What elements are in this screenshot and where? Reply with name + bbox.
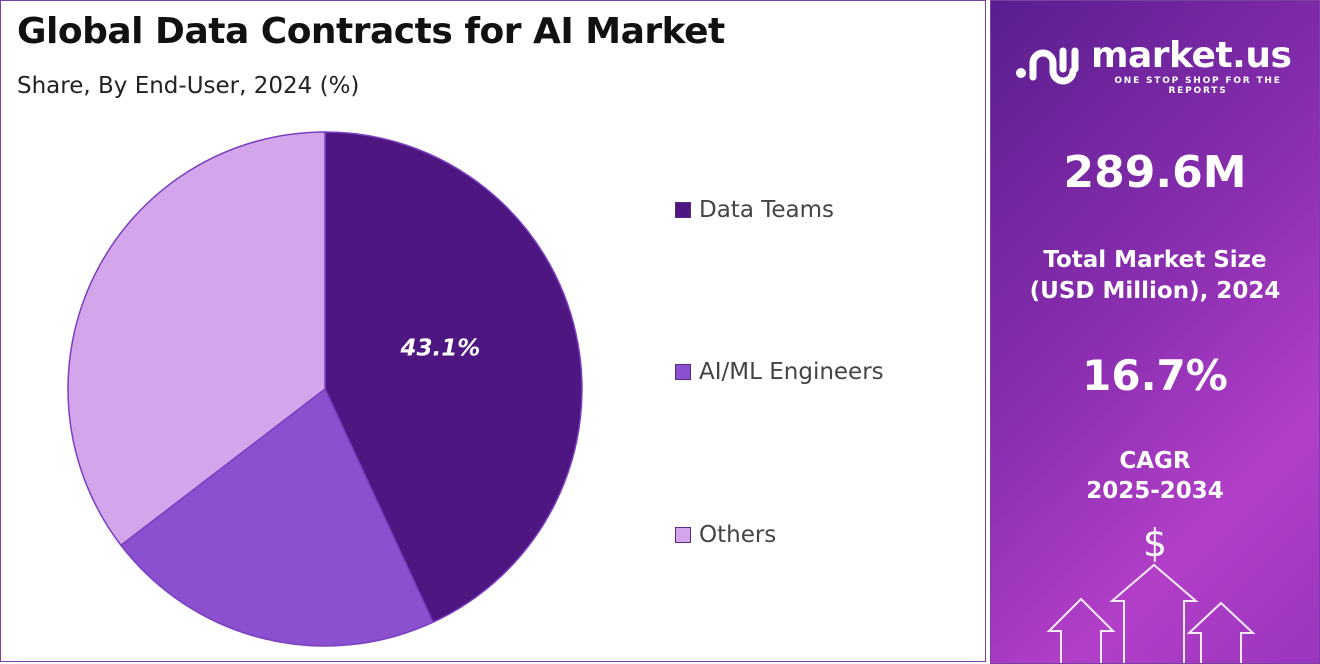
- cagr-value: 16.7%: [1082, 351, 1228, 400]
- logo-tagline: ONE STOP SHOP FOR THE REPORTS: [1114, 76, 1282, 96]
- summary-panel: market.us ONE STOP SHOP FOR THE REPORTS …: [990, 0, 1320, 664]
- legend-item-others: Others: [675, 522, 776, 548]
- legend-label: AI/ML Engineers: [699, 359, 884, 385]
- chart-subtitle: Share, By End-User, 2024 (%): [17, 73, 360, 99]
- logo-name: market.us: [1091, 35, 1292, 76]
- legend-swatch: [675, 202, 691, 218]
- market-size-label-1: Total Market Size: [1043, 247, 1267, 273]
- dollar-icon: $: [1142, 521, 1168, 565]
- market-us-logo: market.us ONE STOP SHOP FOR THE REPORTS: [1013, 35, 1303, 96]
- legend-item-aiml-engineers: AI/ML Engineers: [675, 359, 884, 385]
- cagr-label-1: CAGR: [1119, 448, 1191, 474]
- legend-label: Data Teams: [699, 197, 835, 223]
- pie-chart: 43.1%: [67, 131, 583, 647]
- cagr-label-2: 2025-2034: [1086, 478, 1224, 504]
- logo-icon: [1016, 47, 1079, 85]
- data-label: 43.1%: [400, 336, 481, 362]
- chart-title: Global Data Contracts for AI Market: [17, 11, 725, 52]
- market-size-label-2: (USD Million), 2024: [1029, 278, 1281, 304]
- growth-arrows-icon: [1046, 563, 1256, 663]
- market-size-value: 289.6M: [1063, 147, 1247, 198]
- pie-slice-others: [67, 131, 326, 547]
- chart-panel: Global Data Contracts for AI Market Shar…: [0, 0, 986, 662]
- legend-swatch: [675, 364, 691, 380]
- pie-slice-ai-ml-engineers: [119, 387, 434, 647]
- legend-swatch: [675, 527, 691, 543]
- pie-slice-data-teams: [324, 131, 583, 624]
- legend-label: Others: [699, 522, 777, 548]
- legend-item-data-teams: Data Teams: [675, 197, 834, 223]
